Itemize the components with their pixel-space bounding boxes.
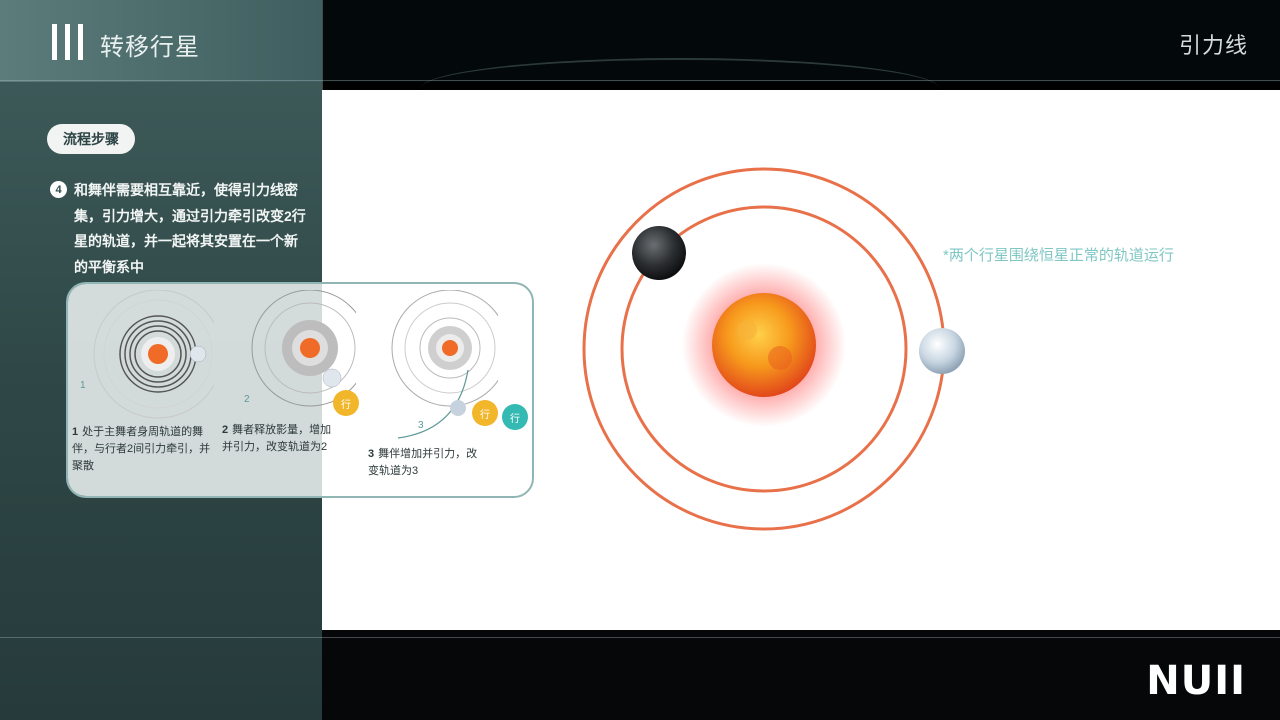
steps-card: 1 2 3 行 行 行 1 处于主舞者身周轨道的舞伴，与行者2间引力牵引，并聚散 … — [66, 282, 534, 498]
page-title: 转移行星 — [100, 34, 200, 61]
step-2-caption: 2 舞者释放影量，增加并引力，改变轨道为2 — [222, 422, 332, 456]
step-1-caption: 1 处于主舞者身周轨道的舞伴，与行者2间引力牵引，并聚散 — [72, 424, 212, 475]
section-title: 引力线 — [1178, 33, 1248, 58]
step-1-number: 1 — [72, 426, 79, 438]
ice-planet-icon — [919, 328, 965, 374]
step-3-diagram-label: 3 — [418, 420, 424, 431]
planet-badge-teal: 行 — [502, 404, 528, 430]
orbit-canvas — [322, 90, 1280, 630]
divider-bottom — [0, 637, 322, 638]
planet-badge-yellow-1: 行 — [333, 390, 359, 416]
planet-arc-decoration — [420, 58, 940, 120]
step-1-diagram — [93, 290, 214, 419]
dark-planet-icon — [632, 226, 686, 280]
step-2-text: 舞者释放影量，增加并引力，改变轨道为2 — [222, 424, 332, 453]
bottom-bar — [322, 630, 1280, 720]
inner-orbit — [620, 205, 908, 493]
step-1-diagram-label: 1 — [80, 380, 86, 391]
step-2-diagram-label: 2 — [244, 394, 250, 405]
divider-top — [0, 80, 1280, 81]
divider-bottom-right — [322, 637, 1280, 638]
step-1-text: 处于主舞者身周轨道的舞伴，与行者2间引力牵引，并聚散 — [72, 426, 211, 472]
step-2-diagram — [251, 290, 356, 407]
step-3-diagram — [391, 290, 498, 439]
process-steps-pill[interactable]: 流程步骤 — [47, 124, 135, 154]
menu-bars-icon[interactable] — [52, 24, 83, 60]
step-3-number: 3 — [368, 448, 375, 460]
brand-logo: NUII — [1146, 658, 1246, 704]
planet-badge-yellow-2: 行 — [472, 400, 498, 426]
orbit-note: *两个行星围绕恒星正常的轨道运行 — [943, 247, 1174, 264]
step-3-caption: 3 舞伴增加并引力，改变轨道为3 — [368, 446, 488, 480]
step-number-badge: 4 — [50, 181, 67, 198]
step-description: 和舞伴需要相互靠近，使得引力线密集，引力增大，通过引力牵引改变2行星的轨道，并一… — [74, 182, 306, 275]
orbit-diagram — [582, 167, 965, 531]
sun-icon — [712, 293, 816, 397]
steps-card-highlight — [68, 284, 322, 496]
step-2-number: 2 — [222, 424, 229, 436]
step-3-text: 舞伴增加并引力，改变轨道为3 — [368, 448, 478, 477]
top-bar: 转移行星 引力线 — [0, 0, 1280, 82]
